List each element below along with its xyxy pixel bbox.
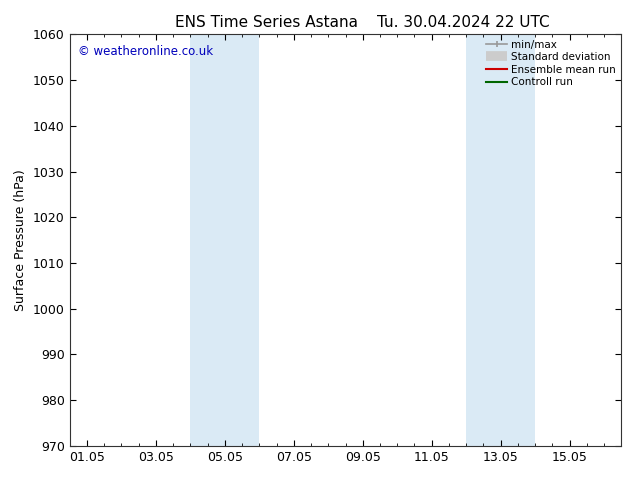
- Y-axis label: Surface Pressure (hPa): Surface Pressure (hPa): [15, 169, 27, 311]
- Text: © weatheronline.co.uk: © weatheronline.co.uk: [78, 45, 213, 58]
- Text: ENS Time Series Astana: ENS Time Series Astana: [175, 15, 358, 30]
- Bar: [190, 34, 259, 446]
- Bar: [466, 34, 535, 446]
- Text: Tu. 30.04.2024 22 UTC: Tu. 30.04.2024 22 UTC: [377, 15, 549, 30]
- Legend: min/max, Standard deviation, Ensemble mean run, Controll run: min/max, Standard deviation, Ensemble me…: [484, 37, 618, 89]
